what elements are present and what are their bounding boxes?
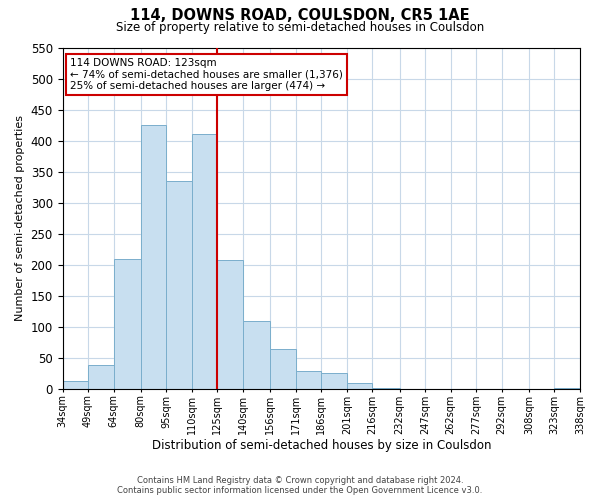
Text: 114, DOWNS ROAD, COULSDON, CR5 1AE: 114, DOWNS ROAD, COULSDON, CR5 1AE [130, 8, 470, 22]
Text: 114 DOWNS ROAD: 123sqm
← 74% of semi-detached houses are smaller (1,376)
25% of : 114 DOWNS ROAD: 123sqm ← 74% of semi-det… [70, 58, 343, 91]
Bar [270, 348, 296, 389]
Bar [296, 371, 321, 389]
Text: Contains HM Land Registry data © Crown copyright and database right 2024.
Contai: Contains HM Land Registry data © Crown c… [118, 476, 482, 495]
Bar [321, 373, 347, 389]
Bar [192, 134, 217, 389]
Bar [166, 181, 192, 389]
Bar [347, 384, 373, 389]
Bar [113, 258, 141, 389]
Bar [217, 260, 243, 389]
Y-axis label: Number of semi-detached properties: Number of semi-detached properties [15, 115, 25, 321]
Bar [243, 320, 270, 389]
Bar [554, 388, 580, 389]
Bar [62, 381, 88, 389]
Bar [141, 125, 166, 389]
X-axis label: Distribution of semi-detached houses by size in Coulsdon: Distribution of semi-detached houses by … [152, 440, 491, 452]
Bar [373, 388, 400, 389]
Bar [88, 366, 113, 389]
Text: Size of property relative to semi-detached houses in Coulsdon: Size of property relative to semi-detach… [116, 21, 484, 34]
